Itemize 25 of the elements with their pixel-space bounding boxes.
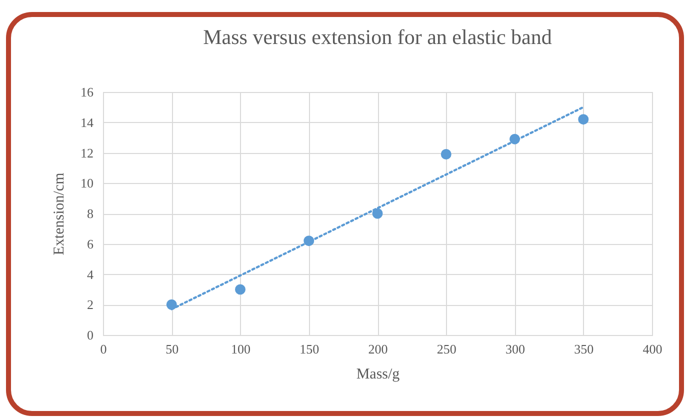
x-tick-label: 200 [368, 342, 388, 356]
chart-title: Mass versus extension for an elastic band [203, 25, 552, 49]
y-tick-label: 8 [87, 206, 94, 221]
y-tick-label: 10 [80, 176, 94, 191]
point [235, 284, 246, 295]
y-tick-label: 16 [80, 84, 94, 100]
point [440, 149, 452, 160]
x-tick-label: 50 [166, 342, 179, 356]
point [372, 208, 383, 219]
y-tick-label: 12 [80, 145, 94, 160]
y-tick-label: 4 [87, 266, 94, 282]
y-tick-label: 14 [80, 114, 94, 130]
x-tick-label: 0 [100, 342, 107, 356]
x-tick-label: 300 [506, 342, 525, 356]
x-tick-label: 400 [642, 342, 662, 356]
x-axis-title: Mass/g [356, 366, 400, 382]
point [578, 114, 589, 125]
y-axis-title: Extension/cm [52, 172, 68, 256]
x-tick-label: 150 [300, 342, 320, 356]
y-tick-label: 0 [87, 328, 94, 342]
y-tick-label: 6 [87, 236, 94, 252]
x-tick-label: 100 [231, 342, 250, 356]
y-tick-label: 2 [87, 297, 94, 312]
x-tick-label: 350 [574, 342, 594, 356]
x-tick-label: 250 [436, 342, 456, 356]
